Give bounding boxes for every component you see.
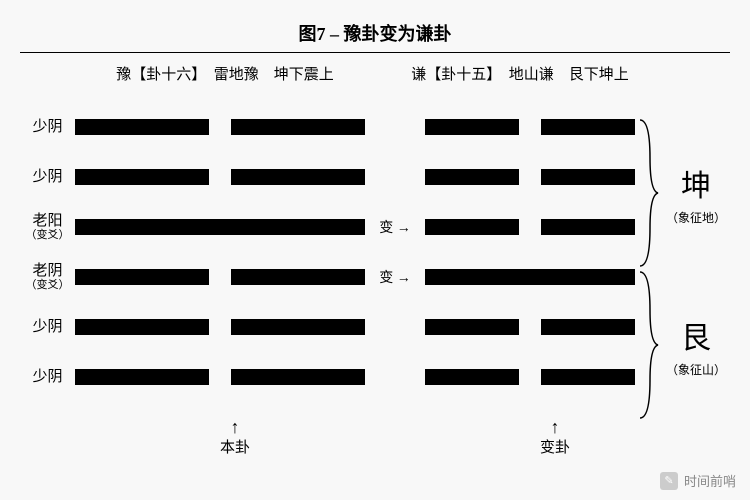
subtitle-row: 豫【卦十六】 雷地豫 坤下震上 谦【卦十五】 地山谦 艮下坤上 bbox=[20, 63, 730, 84]
yin-line bbox=[425, 219, 635, 235]
row-label: 老阳（变爻） bbox=[20, 213, 75, 242]
brace-icon bbox=[636, 270, 660, 420]
row-label: 老阴（变爻） bbox=[20, 263, 75, 292]
row-label: 少阴 bbox=[20, 369, 75, 386]
hexagram-rows: 少阴少阴老阳（变爻）变 →老阴（变爻）变 →少阴少阴 bbox=[20, 102, 730, 402]
yang-line bbox=[75, 219, 365, 235]
hexagram-row: 老阴（变爻） 变 → bbox=[20, 252, 730, 302]
change-marker: 变 → bbox=[365, 267, 425, 287]
yin-line bbox=[425, 319, 635, 335]
row-label-main: 老阳 bbox=[32, 213, 62, 229]
trigram-upper-char: 坤 bbox=[681, 161, 711, 205]
yin-line bbox=[75, 119, 365, 135]
footer-left: ↑ 本卦 bbox=[220, 420, 250, 457]
watermark-text: 时间前哨 bbox=[684, 471, 736, 490]
diagram-title: 图7 – 豫卦变为谦卦 bbox=[20, 20, 730, 46]
row-label-main: 老阴 bbox=[32, 263, 62, 279]
row-label-main: 少阴 bbox=[32, 169, 62, 185]
trigram-lower-char: 艮 bbox=[681, 313, 711, 357]
footer-left-label: 本卦 bbox=[220, 436, 250, 457]
yin-line bbox=[75, 169, 365, 185]
row-label: 少阴 bbox=[20, 119, 75, 136]
yin-line bbox=[75, 319, 365, 335]
yin-line bbox=[425, 369, 635, 385]
row-label: 少阴 bbox=[20, 319, 75, 336]
row-label-sub: （变爻） bbox=[20, 279, 75, 291]
yang-line bbox=[425, 269, 635, 285]
hexagram-row: 少阴 bbox=[20, 102, 730, 152]
row-label-main: 少阴 bbox=[32, 369, 62, 385]
hexagram-row: 老阳（变爻） 变 → bbox=[20, 202, 730, 252]
yin-line bbox=[75, 269, 365, 285]
footer-right: ↑ 变卦 bbox=[540, 420, 570, 457]
row-label-main: 少阴 bbox=[32, 319, 62, 335]
hexagram-row: 少阴 bbox=[20, 352, 730, 402]
arrow-up-icon: ↑ bbox=[551, 420, 560, 434]
wechat-icon: ✎ bbox=[660, 472, 678, 490]
footer-right-label: 变卦 bbox=[540, 436, 570, 457]
hexagram-row: 少阴 bbox=[20, 152, 730, 202]
title-divider bbox=[20, 52, 730, 53]
row-label: 少阴 bbox=[20, 169, 75, 186]
watermark: ✎ 时间前哨 bbox=[660, 471, 736, 490]
yin-line bbox=[425, 119, 635, 135]
row-label-sub: （变爻） bbox=[20, 229, 75, 241]
hexagram-row: 少阴 bbox=[20, 302, 730, 352]
change-marker: 变 → bbox=[365, 217, 425, 237]
subtitle-right: 谦【卦十五】 地山谦 艮下坤上 bbox=[390, 63, 730, 84]
yin-line bbox=[425, 169, 635, 185]
trigram-lower-note: （象征山） bbox=[666, 361, 726, 378]
trigram-upper-note: （象征地） bbox=[666, 209, 726, 226]
brace-icon bbox=[636, 118, 660, 268]
row-label-main: 少阴 bbox=[32, 119, 62, 135]
footer-labels: ↑ 本卦 ↑ 变卦 bbox=[20, 420, 730, 457]
arrow-up-icon: ↑ bbox=[231, 420, 240, 434]
subtitle-left: 豫【卦十六】 雷地豫 坤下震上 bbox=[20, 63, 390, 84]
yin-line bbox=[75, 369, 365, 385]
